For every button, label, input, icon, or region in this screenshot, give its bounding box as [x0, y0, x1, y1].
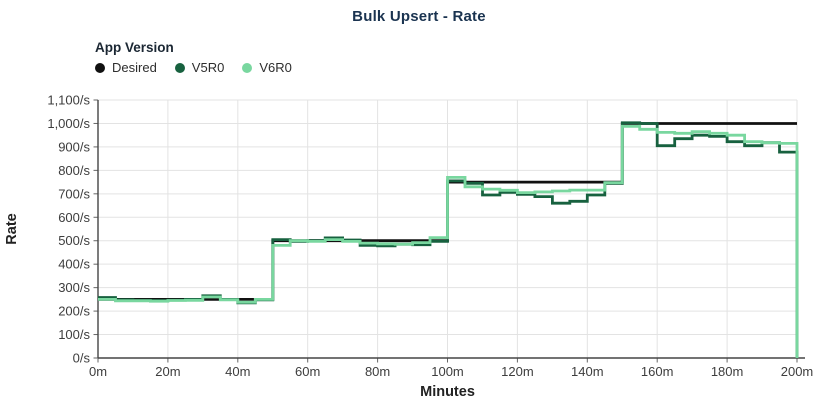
- x-tick-label: 180m: [711, 364, 744, 379]
- legend-dot-v6r0: [242, 62, 253, 73]
- x-tick-label: 0m: [89, 364, 107, 379]
- y-tick-label: 700/s: [58, 186, 90, 201]
- legend-item-label: Desired: [112, 60, 157, 75]
- legend-dot-v5r0: [174, 62, 185, 73]
- x-tick-label: 20m: [155, 364, 180, 379]
- y-tick-label: 100/s: [58, 327, 90, 342]
- y-tick-label: 1,100/s: [47, 93, 90, 108]
- x-tick-label: 60m: [295, 364, 320, 379]
- x-tick-label: 100m: [431, 364, 464, 379]
- x-tick-label: 160m: [641, 364, 674, 379]
- series-line-v6r0: [98, 124, 799, 358]
- legend-item-label: V6R0: [259, 60, 292, 75]
- y-tick-label: 1,000/s: [47, 116, 90, 131]
- y-tick-label: 300/s: [58, 280, 90, 295]
- y-tick-label: 800/s: [58, 163, 90, 178]
- legend-title: App Version: [95, 40, 174, 55]
- legend-item-v6r0[interactable]: V6R0: [242, 60, 292, 75]
- chart-title: Bulk Upsert - Rate: [352, 8, 486, 25]
- y-tick-label: 900/s: [58, 139, 90, 154]
- y-tick-label: 0/s: [73, 351, 91, 366]
- legend-item-desired[interactable]: Desired: [95, 60, 157, 75]
- x-axis-title: Minutes: [420, 384, 475, 400]
- legend: App Version Desired V5R0 V6R0: [95, 40, 292, 75]
- legend-items: Desired V5R0 V6R0: [95, 60, 292, 75]
- x-tick-label: 80m: [365, 364, 390, 379]
- legend-item-label: V5R0: [191, 60, 225, 75]
- legend-item-v5r0[interactable]: V5R0: [174, 60, 225, 75]
- y-axis-title: Rate: [4, 213, 20, 244]
- y-tick-label: 500/s: [58, 233, 90, 248]
- legend-dot-desired: [95, 62, 105, 73]
- x-tick-label: 200m: [781, 364, 814, 379]
- y-tick-label: 600/s: [58, 210, 90, 225]
- x-tick-label: 40m: [225, 364, 250, 379]
- x-tick-label: 140m: [571, 364, 604, 379]
- x-tick-label: 120m: [501, 364, 534, 379]
- y-tick-label: 200/s: [58, 304, 90, 319]
- y-tick-label: 400/s: [58, 257, 90, 272]
